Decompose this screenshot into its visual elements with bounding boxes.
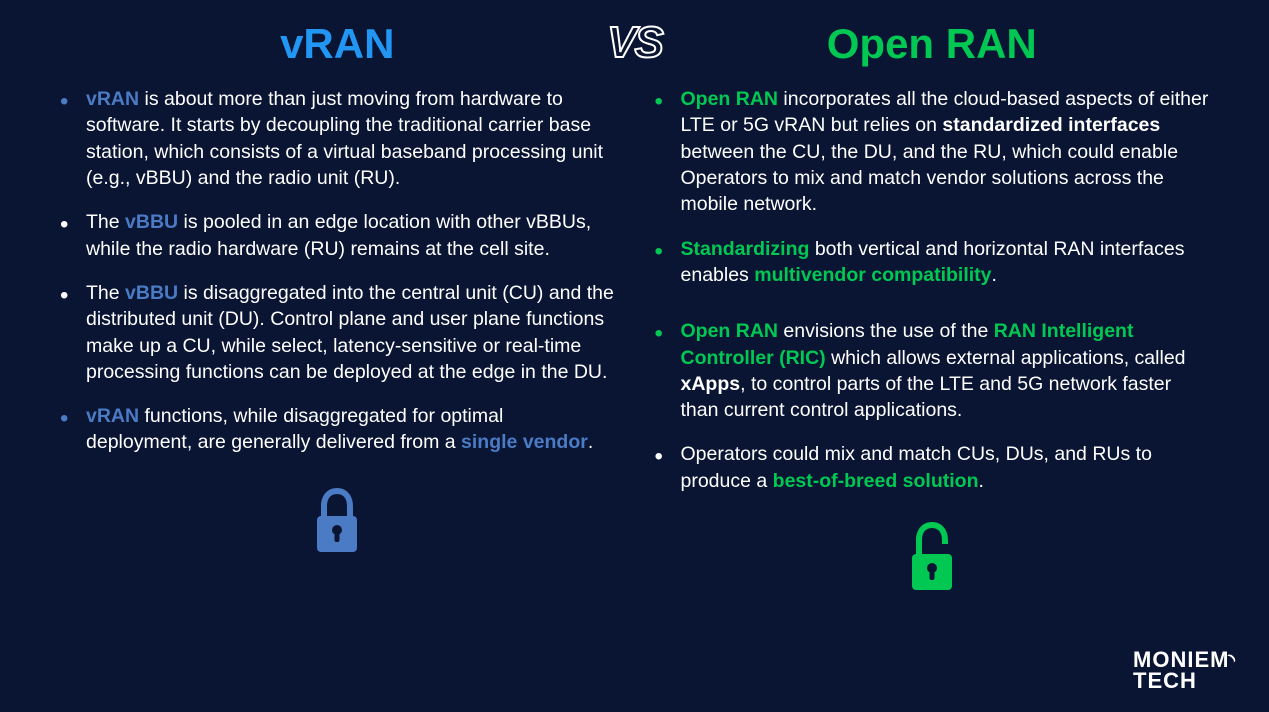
comparison-slide: VS vRAN vRAN is about more than just mov…: [0, 0, 1269, 712]
right-title: Open RAN: [655, 20, 1210, 68]
right-column: Open RAN Open RAN incorporates all the c…: [635, 20, 1230, 712]
list-item: The vBBU is disaggregated into the centr…: [60, 280, 615, 385]
list-item: vRAN functions, while disaggregated for …: [60, 403, 615, 456]
list-item: Standardizing both vertical and horizont…: [655, 236, 1210, 289]
left-column: vRAN vRAN is about more than just moving…: [40, 20, 635, 712]
right-icon-row: [655, 522, 1210, 594]
logo-line2: TECH: [1133, 668, 1197, 693]
lock-closed-icon: [307, 484, 367, 556]
brand-logo: MONIEM⌢ TECH: [1133, 650, 1239, 692]
lock-open-icon: [902, 522, 962, 594]
vs-badge: VS: [607, 18, 662, 68]
list-item: Open RAN envisions the use of the RAN In…: [655, 318, 1210, 423]
left-title: vRAN: [60, 20, 615, 68]
list-item: The vBBU is pooled in an edge location w…: [60, 209, 615, 262]
list-item: Open RAN incorporates all the cloud-base…: [655, 86, 1210, 218]
left-icon-row: [60, 484, 615, 556]
list-item: Operators could mix and match CUs, DUs, …: [655, 441, 1210, 494]
right-bullet-list: Open RAN incorporates all the cloud-base…: [655, 86, 1210, 512]
left-bullet-list: vRAN is about more than just moving from…: [60, 86, 615, 474]
list-item: vRAN is about more than just moving from…: [60, 86, 615, 191]
